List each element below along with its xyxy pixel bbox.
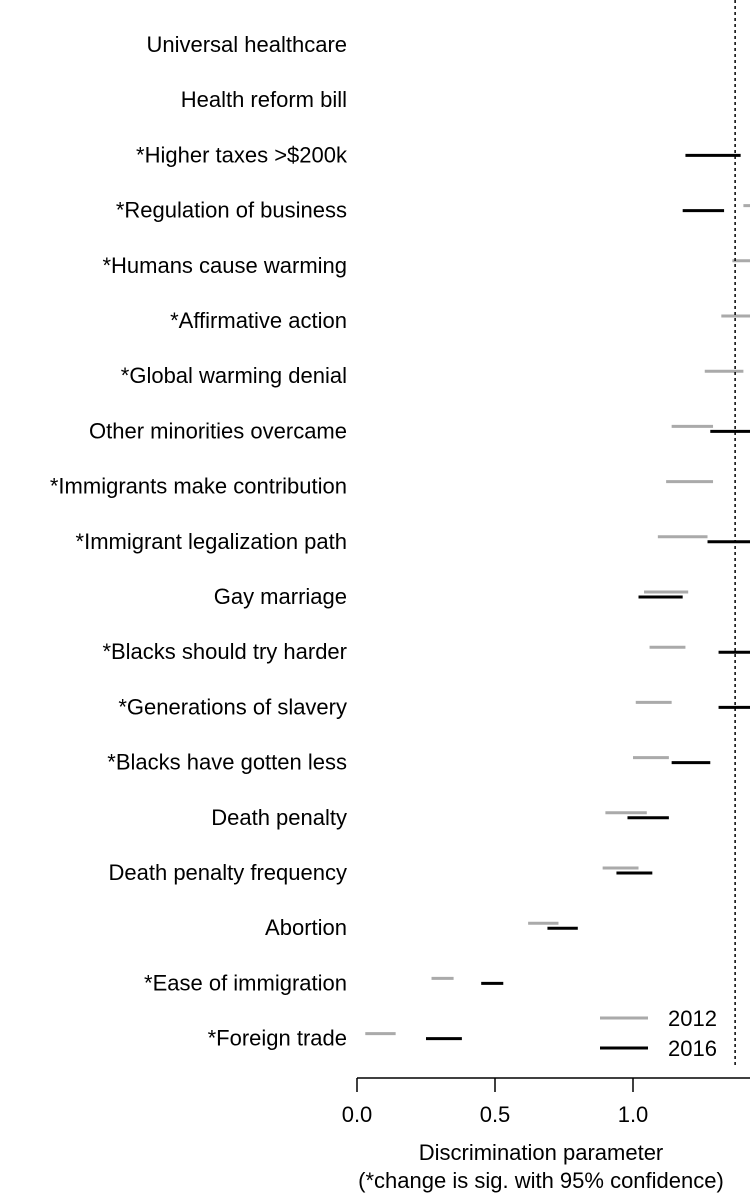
category-label: *Blacks have gotten less — [107, 750, 347, 775]
category-label: Abortion — [265, 915, 347, 940]
category-label: *Higher taxes >$200k — [136, 142, 348, 167]
category-label: Gay marriage — [214, 584, 347, 609]
x-tick-label: 1.0 — [618, 1102, 649, 1127]
category-label: *Humans cause warming — [102, 253, 347, 278]
category-label: *Regulation of business — [116, 198, 347, 223]
category-label: Death penalty — [211, 805, 347, 830]
legend-label: 2012 — [668, 1006, 717, 1031]
x-axis: 0.00.51.01.52.02.5 — [342, 1077, 750, 1127]
x-tick-label: 0.5 — [480, 1102, 511, 1127]
category-label: *Affirmative action — [170, 308, 347, 333]
category-labels: Universal healthcare Health reform bill *H… — [50, 32, 348, 1051]
category-label: *Immigrant legalization path — [76, 529, 347, 554]
category-label: Universal healthcare — [146, 32, 347, 57]
category-label: Health reform bill — [181, 87, 347, 112]
x-axis-title: Discrimination parameter — [419, 1140, 664, 1165]
legend-label: 2016 — [668, 1036, 717, 1061]
category-label: *Global warming denial — [121, 363, 347, 388]
category-label: *Foreign trade — [208, 1026, 347, 1051]
legend: 2012 2016 — [600, 1006, 717, 1061]
category-label: Other minorities overcame — [89, 418, 347, 443]
category-label: *Immigrants make contribution — [50, 474, 347, 499]
category-label: Death penalty frequency — [109, 860, 348, 885]
x-axis-note: (*change is sig. with 95% confidence) — [358, 1168, 724, 1193]
category-label: *Ease of immigration — [144, 970, 347, 995]
category-label: *Blacks should try harder — [102, 639, 347, 664]
interval-marks — [365, 153, 750, 1041]
x-tick-label: 0.0 — [342, 1102, 373, 1127]
category-label: *Generations of slavery — [118, 694, 347, 719]
